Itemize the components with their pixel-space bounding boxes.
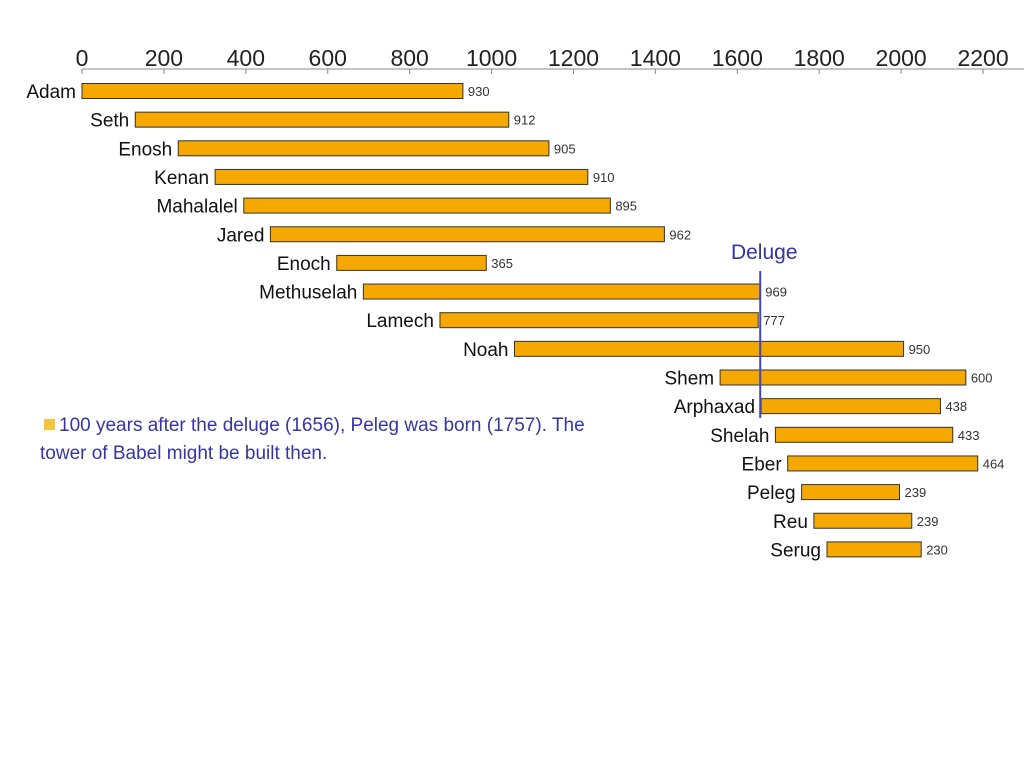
name-label: Shelah <box>710 426 769 447</box>
bar-kenan <box>214 168 589 185</box>
tick-label: 1400 <box>630 45 681 71</box>
bar-reu <box>813 512 913 529</box>
tick-label: 2000 <box>876 45 927 71</box>
name-label: Noah <box>463 340 508 361</box>
tick-label: 600 <box>309 45 347 71</box>
bar-adam <box>81 83 464 99</box>
name-label: Reu <box>773 512 808 533</box>
deluge-label: Deluge <box>731 241 798 264</box>
name-label: Methuselah <box>259 283 357 304</box>
bar-lamech <box>439 312 759 329</box>
name-label: Lamech <box>366 311 434 332</box>
tick-label: 2200 <box>957 45 1008 71</box>
bar-jared <box>269 226 665 243</box>
bar-serug <box>826 541 922 558</box>
name-label: Mahalalel <box>156 197 237 218</box>
value-label: 438 <box>945 399 967 414</box>
tick-label: 400 <box>227 45 265 71</box>
bar-arphaxad <box>760 398 941 415</box>
bar-mahalalel <box>243 197 611 214</box>
value-label: 464 <box>983 456 1005 471</box>
bars-group: Adam 930 Seth 912 Enosh 905 Kenan 910 Mahalalel 8… <box>26 82 1004 561</box>
value-label: 969 <box>765 285 787 300</box>
bar-enoch <box>336 254 487 271</box>
value-label: 600 <box>971 371 993 386</box>
value-label: 930 <box>468 84 490 99</box>
value-label: 910 <box>593 170 615 185</box>
name-label: Peleg <box>747 483 796 504</box>
value-label: 962 <box>669 227 691 242</box>
value-label: 365 <box>491 256 513 271</box>
name-label: Seth <box>90 111 129 132</box>
value-label: 239 <box>917 514 939 529</box>
name-label: Serug <box>770 540 821 561</box>
value-label: 905 <box>554 141 576 156</box>
note-text: 100 years after the deluge (1656), Peleg… <box>40 415 585 464</box>
bar-seth <box>134 111 510 128</box>
tick-label: 1000 <box>466 45 517 71</box>
value-label: 895 <box>615 199 637 214</box>
deluge-annotation: Deluge <box>731 241 798 418</box>
bar-peleg <box>801 484 900 501</box>
name-label: Enoch <box>277 254 331 275</box>
name-label: Shem <box>664 369 714 390</box>
value-label: 777 <box>763 313 785 328</box>
value-label: 433 <box>958 428 980 443</box>
name-label: Jared <box>217 225 265 246</box>
name-label: Arphaxad <box>674 397 755 418</box>
bar-shelah <box>774 426 954 443</box>
bar-enosh <box>177 140 550 157</box>
name-label: Eber <box>742 454 783 475</box>
bar-eber <box>787 455 979 472</box>
name-label: Enosh <box>118 139 172 160</box>
tick-label: 1800 <box>794 45 845 71</box>
bar-noah <box>514 340 905 357</box>
value-label: 230 <box>926 542 948 557</box>
tick-label: 1200 <box>548 45 599 71</box>
value-label: 950 <box>909 342 931 357</box>
name-label: Kenan <box>154 168 209 189</box>
tick-label: 200 <box>145 45 183 71</box>
bullet-icon <box>44 419 55 430</box>
bar-shem <box>719 369 967 386</box>
x-axis: 0 200 400 600 800 1000 1200 1400 1600 1800 2000 220… <box>76 45 1024 74</box>
name-label: Adam <box>26 82 76 103</box>
bar-methuselah <box>362 283 761 300</box>
value-label: 239 <box>904 485 926 500</box>
value-label: 912 <box>514 113 536 128</box>
tick-label: 800 <box>390 45 428 71</box>
tick-label: 1600 <box>712 45 763 71</box>
tick-label: 0 <box>76 45 89 71</box>
annotation-note: 100 years after the deluge (1656), Peleg… <box>40 412 600 468</box>
